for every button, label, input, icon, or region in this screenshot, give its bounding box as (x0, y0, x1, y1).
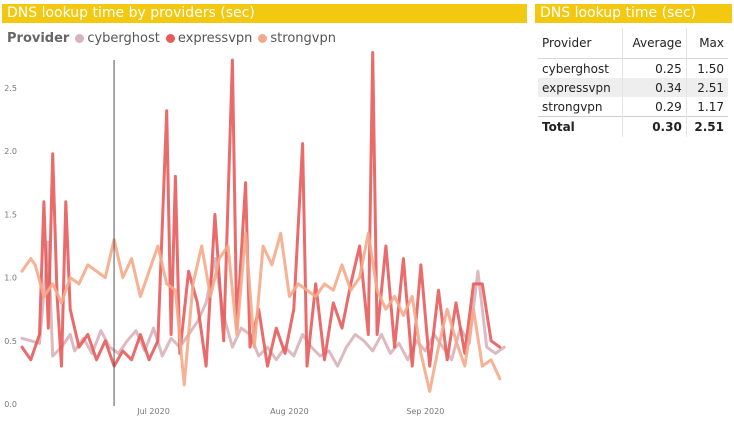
legend-dot-cyberghost (75, 34, 85, 43)
legend-label-expressvpn: expressvpn (177, 31, 253, 46)
cell-max: 2.51 (685, 78, 728, 97)
legend-dot-strongvpn (258, 34, 268, 43)
line-chart[interactable]: 0.0 0.5 1.0 1.5 2.0 2.5 Jul 2020 Aug 2020 Sep 20… (0, 50, 525, 422)
chart-legend: Provider cyberghost expressvpn strongvpn (7, 31, 342, 46)
cell-total-label: Total (538, 116, 623, 137)
table-title: DNS lookup time (sec) (535, 4, 732, 23)
y-tick-label: 1.0 (4, 274, 17, 283)
cell-average: 0.25 (622, 58, 687, 78)
cell-total-average: 0.30 (622, 116, 687, 137)
y-tick-label: 1.5 (4, 210, 17, 219)
table-total-row: Total 0.30 2.51 (538, 116, 728, 137)
table-row: strongvpn 0.29 1.17 (538, 97, 728, 117)
cell-max: 1.50 (685, 58, 728, 78)
series-line-cyberghost (20, 240, 506, 368)
cell-total-max: 2.51 (685, 116, 728, 137)
table-row: expressvpn 0.34 2.51 (538, 78, 728, 97)
table-header-row: Provider Average Max (538, 28, 728, 59)
series-line-expressvpn (20, 51, 502, 368)
legend-item-expressvpn[interactable]: expressvpn (165, 31, 253, 46)
col-header-provider[interactable]: Provider (538, 28, 623, 59)
legend-item-cyberghost[interactable]: cyberghost (75, 31, 160, 46)
legend-title: Provider (7, 31, 70, 46)
y-tick-label: 2.0 (4, 147, 17, 156)
cell-average: 0.29 (622, 97, 687, 117)
cell-provider: cyberghost (542, 61, 609, 76)
y-tick-label: 0.5 (4, 337, 17, 346)
x-tick-label: Sep 2020 (406, 407, 444, 416)
table-row: cyberghost 0.25 1.50 (538, 58, 728, 78)
cell-provider: expressvpn (538, 78, 623, 97)
legend-dot-expressvpn (165, 34, 175, 43)
col-header-average[interactable]: Average (622, 28, 687, 59)
y-tick-label: 2.5 (4, 84, 17, 93)
legend-item-strongvpn[interactable]: strongvpn (258, 31, 336, 46)
legend-label-strongvpn: strongvpn (270, 31, 336, 46)
series-line-strongvpn (20, 231, 502, 393)
cell-max: 1.17 (685, 97, 728, 117)
dns-lookup-table: Provider Average Max cyberghost 0.25 1.5… (538, 28, 728, 137)
col-header-max[interactable]: Max (685, 28, 728, 59)
x-tick-label: Jul 2020 (136, 407, 170, 416)
y-tick-label: 0.0 (4, 400, 17, 409)
legend-label-cyberghost: cyberghost (87, 31, 160, 46)
cell-average: 0.34 (622, 78, 687, 97)
x-tick-label: Aug 2020 (270, 407, 309, 416)
cell-provider: strongvpn (542, 99, 603, 114)
chart-title: DNS lookup time by providers (sec) (2, 4, 527, 23)
